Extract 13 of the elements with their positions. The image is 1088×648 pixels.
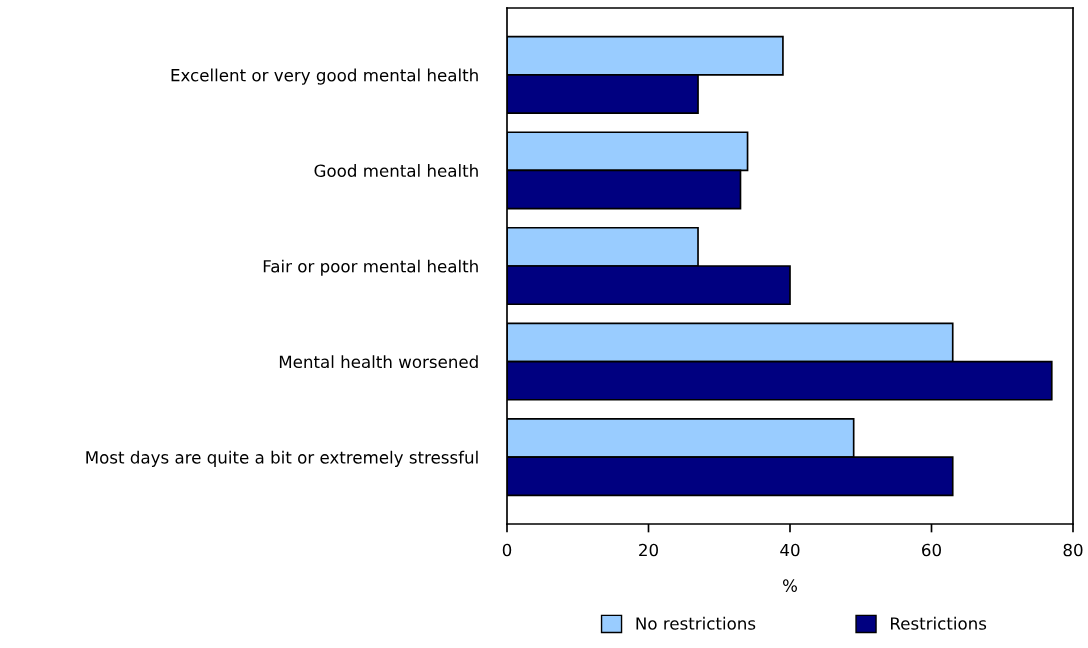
x-tick-label: 40 <box>780 543 800 557</box>
legend-label: No restrictions <box>636 616 756 630</box>
y-tick-label: Most days are quite a bit or extremely stressful <box>86 450 478 467</box>
x-tick-label: 20 <box>639 543 658 557</box>
x-tick-label: 80 <box>1063 543 1083 557</box>
x-axis-title: % <box>783 579 797 592</box>
y-tick-label: Excellent or very good mental health <box>171 68 478 85</box>
x-tick-label: 60 <box>922 543 941 557</box>
y-tick-label: Mental health worsened <box>279 355 478 369</box>
y-tick-label: Good mental health <box>314 164 478 178</box>
legend-label: Restrictions <box>891 616 987 630</box>
x-tick-label: 0 <box>502 543 512 557</box>
y-tick-label: Fair or poor mental health <box>263 259 478 276</box>
